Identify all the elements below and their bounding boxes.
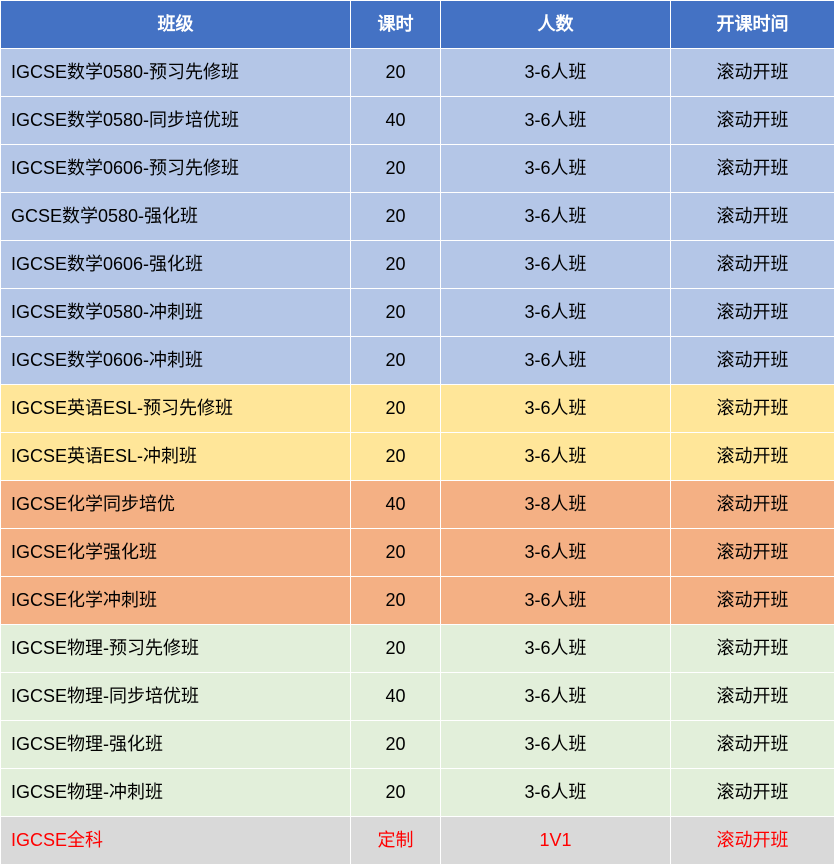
cell-size: 3-6人班 [441, 97, 671, 145]
cell-size: 3-6人班 [441, 433, 671, 481]
cell-hours: 定制 [351, 817, 441, 865]
table-row: IGCSE数学0580-预习先修班203-6人班滚动开班 [1, 49, 834, 97]
cell-hours: 40 [351, 97, 441, 145]
cell-class: IGCSE数学0580-预习先修班 [1, 49, 351, 97]
table-row: IGCSE化学强化班203-6人班滚动开班 [1, 529, 834, 577]
cell-class: IGCSE数学0606-冲刺班 [1, 337, 351, 385]
header-size: 人数 [441, 1, 671, 49]
table-row: IGCSE数学0580-冲刺班203-6人班滚动开班 [1, 289, 834, 337]
table-row: IGCSE数学0580-同步培优班403-6人班滚动开班 [1, 97, 834, 145]
cell-size: 3-6人班 [441, 721, 671, 769]
table-header: 班级课时人数开课时间 [1, 1, 834, 49]
cell-class: IGCSE数学0606-强化班 [1, 241, 351, 289]
cell-time: 滚动开班 [671, 241, 834, 289]
table-row: IGCSE化学冲刺班203-6人班滚动开班 [1, 577, 834, 625]
cell-hours: 20 [351, 49, 441, 97]
cell-size: 3-6人班 [441, 529, 671, 577]
cell-time: 滚动开班 [671, 49, 834, 97]
table-row: IGCSE英语ESL-冲刺班203-6人班滚动开班 [1, 433, 834, 481]
cell-class: IGCSE数学0580-冲刺班 [1, 289, 351, 337]
cell-class: IGCSE全科 [1, 817, 351, 865]
cell-hours: 20 [351, 577, 441, 625]
header-class: 班级 [1, 1, 351, 49]
cell-size: 1V1 [441, 817, 671, 865]
cell-time: 滚动开班 [671, 193, 834, 241]
cell-hours: 20 [351, 337, 441, 385]
table-row: IGCSE全科定制1V1滚动开班 [1, 817, 834, 865]
cell-hours: 20 [351, 721, 441, 769]
cell-hours: 20 [351, 625, 441, 673]
cell-size: 3-6人班 [441, 289, 671, 337]
cell-class: IGCSE物理-冲刺班 [1, 769, 351, 817]
cell-hours: 20 [351, 385, 441, 433]
table-row: IGCSE物理-强化班203-6人班滚动开班 [1, 721, 834, 769]
table-row: IGCSE数学0606-冲刺班203-6人班滚动开班 [1, 337, 834, 385]
cell-hours: 40 [351, 673, 441, 721]
cell-hours: 20 [351, 433, 441, 481]
course-table: 班级课时人数开课时间 IGCSE数学0580-预习先修班203-6人班滚动开班I… [0, 0, 834, 865]
cell-class: IGCSE化学同步培优 [1, 481, 351, 529]
cell-class: IGCSE化学冲刺班 [1, 577, 351, 625]
cell-hours: 20 [351, 241, 441, 289]
cell-class: IGCSE英语ESL-预习先修班 [1, 385, 351, 433]
cell-class: IGCSE化学强化班 [1, 529, 351, 577]
cell-time: 滚动开班 [671, 673, 834, 721]
cell-hours: 20 [351, 193, 441, 241]
table-body: IGCSE数学0580-预习先修班203-6人班滚动开班IGCSE数学0580-… [1, 49, 834, 865]
cell-class: IGCSE物理-强化班 [1, 721, 351, 769]
header-time: 开课时间 [671, 1, 834, 49]
cell-size: 3-6人班 [441, 385, 671, 433]
cell-size: 3-6人班 [441, 145, 671, 193]
table-row: IGCSE物理-同步培优班403-6人班滚动开班 [1, 673, 834, 721]
cell-class: IGCSE物理-预习先修班 [1, 625, 351, 673]
table-row: IGCSE英语ESL-预习先修班203-6人班滚动开班 [1, 385, 834, 433]
cell-time: 滚动开班 [671, 289, 834, 337]
cell-size: 3-6人班 [441, 193, 671, 241]
cell-size: 3-8人班 [441, 481, 671, 529]
cell-hours: 40 [351, 481, 441, 529]
table-row: IGCSE数学0606-预习先修班203-6人班滚动开班 [1, 145, 834, 193]
cell-size: 3-6人班 [441, 625, 671, 673]
cell-size: 3-6人班 [441, 769, 671, 817]
course-table-container: 班级课时人数开课时间 IGCSE数学0580-预习先修班203-6人班滚动开班I… [0, 0, 834, 865]
cell-time: 滚动开班 [671, 481, 834, 529]
cell-hours: 20 [351, 145, 441, 193]
cell-time: 滚动开班 [671, 529, 834, 577]
cell-size: 3-6人班 [441, 241, 671, 289]
table-row: IGCSE化学同步培优403-8人班滚动开班 [1, 481, 834, 529]
cell-class: IGCSE物理-同步培优班 [1, 673, 351, 721]
cell-time: 滚动开班 [671, 625, 834, 673]
cell-class: IGCSE数学0606-预习先修班 [1, 145, 351, 193]
cell-class: GCSE数学0580-强化班 [1, 193, 351, 241]
cell-time: 滚动开班 [671, 433, 834, 481]
cell-size: 3-6人班 [441, 673, 671, 721]
table-row: GCSE数学0580-强化班203-6人班滚动开班 [1, 193, 834, 241]
cell-size: 3-6人班 [441, 49, 671, 97]
cell-class: IGCSE数学0580-同步培优班 [1, 97, 351, 145]
cell-hours: 20 [351, 529, 441, 577]
cell-size: 3-6人班 [441, 577, 671, 625]
cell-time: 滚动开班 [671, 97, 834, 145]
cell-time: 滚动开班 [671, 721, 834, 769]
cell-hours: 20 [351, 769, 441, 817]
cell-time: 滚动开班 [671, 817, 834, 865]
table-row: IGCSE物理-预习先修班203-6人班滚动开班 [1, 625, 834, 673]
cell-time: 滚动开班 [671, 577, 834, 625]
cell-class: IGCSE英语ESL-冲刺班 [1, 433, 351, 481]
header-hours: 课时 [351, 1, 441, 49]
cell-hours: 20 [351, 289, 441, 337]
cell-time: 滚动开班 [671, 337, 834, 385]
cell-size: 3-6人班 [441, 337, 671, 385]
table-row: IGCSE数学0606-强化班203-6人班滚动开班 [1, 241, 834, 289]
cell-time: 滚动开班 [671, 385, 834, 433]
table-row: IGCSE物理-冲刺班203-6人班滚动开班 [1, 769, 834, 817]
cell-time: 滚动开班 [671, 145, 834, 193]
cell-time: 滚动开班 [671, 769, 834, 817]
